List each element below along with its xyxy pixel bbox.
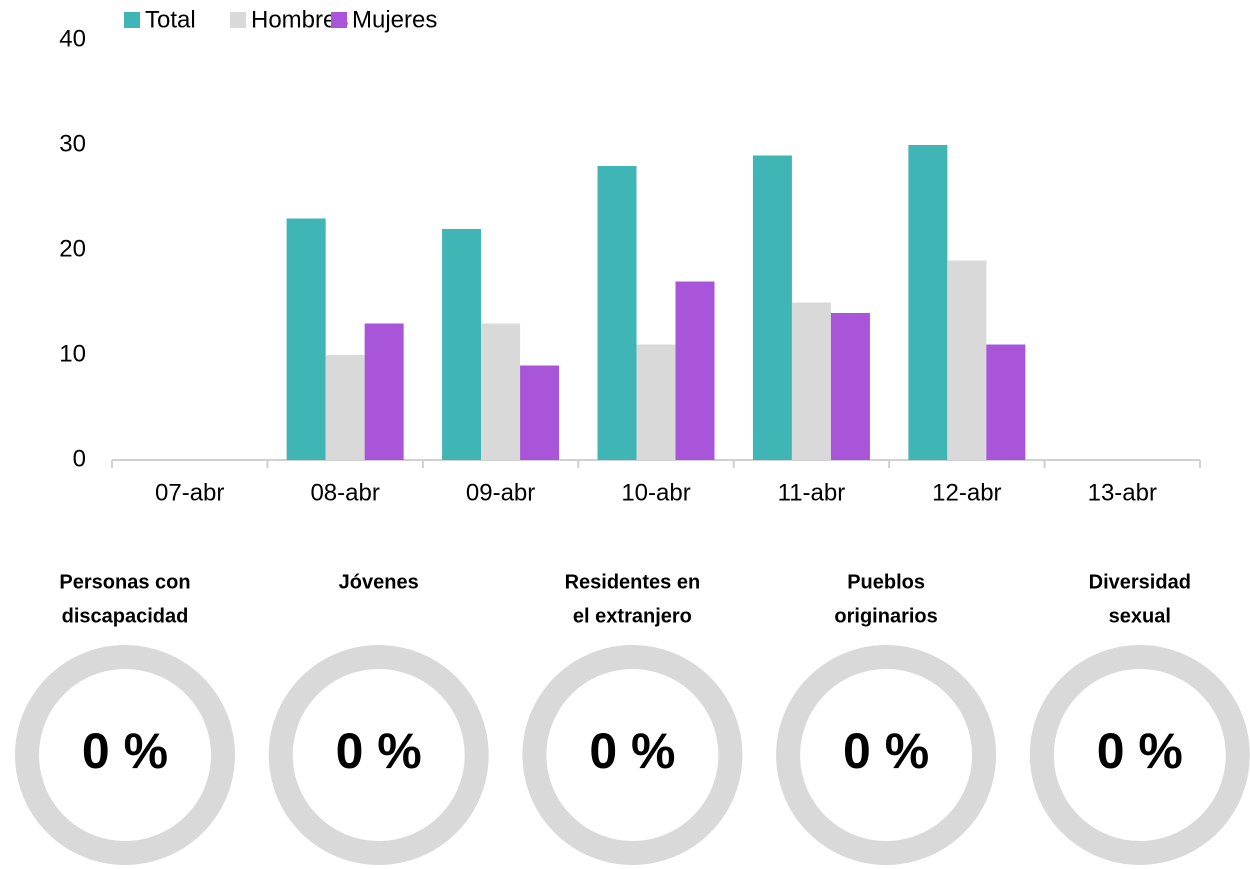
x-tick-label: 08-abr <box>310 479 379 506</box>
bar <box>947 260 987 460</box>
bar <box>752 155 792 460</box>
legend-swatch <box>124 12 140 28</box>
gauge-value: 0 % <box>843 723 929 779</box>
x-tick-label: 07-abr <box>155 479 224 506</box>
bar <box>636 344 676 460</box>
gauge-title: Residentes en <box>565 571 701 593</box>
bar <box>442 229 482 460</box>
bar <box>597 166 637 460</box>
gauge-track <box>268 645 489 865</box>
y-tick-label: 10 <box>59 340 86 367</box>
gauge-track <box>776 645 997 865</box>
gauge-title: Personas con <box>59 571 190 593</box>
x-tick-label: 13-abr <box>1088 479 1157 506</box>
bar <box>325 355 365 460</box>
legend-label: Total <box>145 6 196 33</box>
gauge-value: 0 % <box>336 723 422 779</box>
bar <box>791 302 831 460</box>
bar <box>986 344 1026 460</box>
y-tick-label: 0 <box>73 445 86 472</box>
legend-swatch <box>331 12 347 28</box>
bar <box>830 313 870 460</box>
gauge-title: el extranjero <box>573 605 692 627</box>
gauge-track <box>1029 645 1250 865</box>
bar <box>675 281 715 460</box>
x-tick-label: 10-abr <box>621 479 690 506</box>
y-tick-label: 30 <box>59 130 86 157</box>
gauge-title: sexual <box>1109 605 1171 627</box>
legend-label: Mujeres <box>352 6 437 33</box>
gauge-value: 0 % <box>589 723 675 779</box>
gauge-title: discapacidad <box>62 605 189 627</box>
y-tick-label: 20 <box>59 235 86 262</box>
legend-swatch <box>230 12 246 28</box>
bar <box>520 365 560 460</box>
gauge-track <box>522 645 743 865</box>
gauge-title: Jóvenes <box>339 571 419 593</box>
bar <box>286 218 326 460</box>
y-tick-label: 40 <box>59 25 86 52</box>
bar <box>481 323 521 460</box>
x-tick-label: 11-abr <box>778 479 846 506</box>
gauge-title: originarios <box>834 605 937 627</box>
gauge-value: 0 % <box>1097 723 1183 779</box>
gauge-title: Diversidad <box>1089 571 1191 593</box>
x-tick-label: 12-abr <box>932 479 1001 506</box>
x-tick-label: 09-abr <box>466 479 535 506</box>
gauge-track <box>15 645 235 865</box>
gauge-title: Pueblos <box>847 571 925 593</box>
bar <box>908 145 948 460</box>
bar <box>364 323 404 460</box>
gauge-value: 0 % <box>82 723 168 779</box>
